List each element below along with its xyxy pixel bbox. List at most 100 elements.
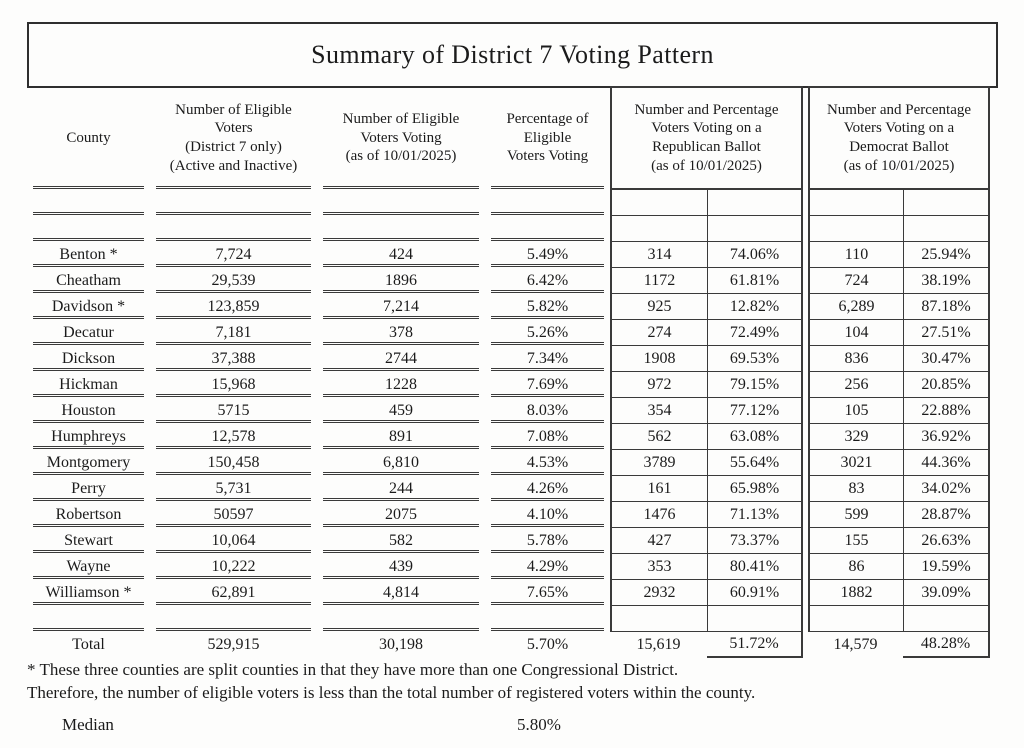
footnote: * These three counties are split countie… (27, 658, 1007, 735)
cell-republican-count: 925 (610, 294, 707, 320)
cell-republican-count: 562 (610, 424, 707, 450)
spacer-cell (808, 190, 903, 216)
cell-eligible-voters: 7,724 (150, 242, 317, 268)
cell-voters-voting: 7,214 (317, 294, 485, 320)
cell-pct-voting: 5.78% (485, 528, 610, 554)
spacer-cell (485, 606, 610, 632)
cell-eligible-voters: 123,859 (150, 294, 317, 320)
cell-eligible-voters: 37,388 (150, 346, 317, 372)
cell-democrat-pct: 20.85% (903, 372, 990, 398)
cell-republican-count: 353 (610, 554, 707, 580)
cell-voters-voting: 439 (317, 554, 485, 580)
cell-eligible-voters: 50597 (150, 502, 317, 528)
cell-pct-voting: 6.42% (485, 268, 610, 294)
cell-voters-voting: 2075 (317, 502, 485, 528)
cell-voters-voting: 424 (317, 242, 485, 268)
cell-republican-pct: 65.98% (707, 476, 803, 502)
cell-democrat-pct: 36.92% (903, 424, 990, 450)
cell-republican-count: 2932 (610, 580, 707, 606)
cell-democrat-count: 3021 (808, 450, 903, 476)
cell-pct-voting: 4.53% (485, 450, 610, 476)
cell-democrat-pct: 39.09% (903, 580, 990, 606)
cell-democrat-count: 6,289 (808, 294, 903, 320)
cell-pct-voting: 8.03% (485, 398, 610, 424)
cell-democrat-count: 110 (808, 242, 903, 268)
col-header-county: County (27, 86, 150, 190)
footnote-line-1: * These three counties are split countie… (27, 660, 679, 679)
cell-county: Stewart (27, 528, 150, 554)
spacer-cell (317, 216, 485, 242)
cell-eligible-voters: 7,181 (150, 320, 317, 346)
cell-democrat-count: 599 (808, 502, 903, 528)
col-header-republican-ballot: Number and Percentage Voters Voting on a… (610, 86, 803, 190)
cell-county: Decatur (27, 320, 150, 346)
cell-democrat-count: 724 (808, 268, 903, 294)
cell-pct-voting: 7.65% (485, 580, 610, 606)
col-header-eligible-voters: Number of Eligible Voters (District 7 on… (150, 86, 317, 190)
cell-republican-pct: 69.53% (707, 346, 803, 372)
median-value: 5.80% (517, 715, 561, 735)
cell-democrat-pct: 30.47% (903, 346, 990, 372)
cell-county: Wayne (27, 554, 150, 580)
total-voters-voting: 30,198 (379, 636, 423, 653)
spacer-cell (610, 606, 707, 632)
col-header-pct-voting: Percentage of Eligible Voters Voting (485, 86, 610, 190)
cell-pct-voting: 7.08% (485, 424, 610, 450)
spacer-cell (808, 216, 903, 242)
cell-eligible-voters: 5,731 (150, 476, 317, 502)
spacer-cell (27, 216, 150, 242)
cell-county: Perry (27, 476, 150, 502)
cell-republican-pct: 79.15% (707, 372, 803, 398)
total-democrat-pct: 48.28% (903, 632, 990, 658)
median-row: Median 5.80% (27, 713, 1007, 735)
cell-pct-voting: 5.49% (485, 242, 610, 268)
cell-republican-count: 3789 (610, 450, 707, 476)
cell-voters-voting: 891 (317, 424, 485, 450)
cell-pct-voting: 5.82% (485, 294, 610, 320)
cell-republican-pct: 61.81% (707, 268, 803, 294)
total-democrat-count: 14,579 (833, 636, 878, 653)
cell-republican-count: 161 (610, 476, 707, 502)
cell-republican-count: 354 (610, 398, 707, 424)
cell-pct-voting: 4.26% (485, 476, 610, 502)
cell-voters-voting: 6,810 (317, 450, 485, 476)
spacer-cell (485, 216, 610, 242)
cell-pct-voting: 4.10% (485, 502, 610, 528)
voting-table: County Number of Eligible Voters (Distri… (27, 86, 990, 658)
col-header-democrat-ballot: Number and Percentage Voters Voting on a… (808, 86, 990, 190)
cell-eligible-voters: 12,578 (150, 424, 317, 450)
cell-republican-count: 1908 (610, 346, 707, 372)
spacer-cell (903, 606, 990, 632)
cell-democrat-pct: 25.94% (903, 242, 990, 268)
cell-republican-count: 1476 (610, 502, 707, 528)
total-republican-count: 15,619 (636, 636, 681, 653)
spacer-cell (903, 216, 990, 242)
spacer-cell (317, 606, 485, 632)
cell-county: Cheatham (27, 268, 150, 294)
cell-republican-count: 972 (610, 372, 707, 398)
cell-county: Hickman (27, 372, 150, 398)
spacer-cell (903, 190, 990, 216)
cell-democrat-count: 329 (808, 424, 903, 450)
cell-republican-pct: 80.41% (707, 554, 803, 580)
median-label: Median (62, 715, 114, 735)
cell-republican-pct: 77.12% (707, 398, 803, 424)
total-eligible-voters: 529,915 (207, 636, 260, 653)
cell-county: Davidson * (27, 294, 150, 320)
cell-democrat-pct: 87.18% (903, 294, 990, 320)
cell-voters-voting: 378 (317, 320, 485, 346)
col-header-voters-voting: Number of Eligible Voters Voting (as of … (317, 86, 485, 190)
cell-republican-pct: 73.37% (707, 528, 803, 554)
cell-eligible-voters: 29,539 (150, 268, 317, 294)
spacer-cell (485, 190, 610, 216)
cell-pct-voting: 7.69% (485, 372, 610, 398)
cell-county: Montgomery (27, 450, 150, 476)
spacer-cell (150, 606, 317, 632)
title-box: Summary of District 7 Voting Pattern (27, 22, 998, 88)
spacer-cell (610, 190, 707, 216)
spacer-cell (27, 190, 150, 216)
document-title: Summary of District 7 Voting Pattern (311, 40, 714, 69)
cell-democrat-pct: 28.87% (903, 502, 990, 528)
cell-pct-voting: 7.34% (485, 346, 610, 372)
